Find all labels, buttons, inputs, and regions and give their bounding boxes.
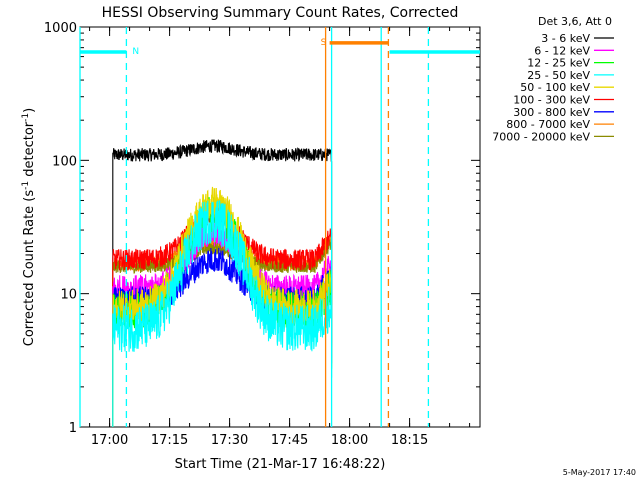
- legend-label: 800 - 7000 keV: [506, 118, 590, 131]
- chart-title: HESSI Observing Summary Count Rates, Cor…: [102, 5, 459, 21]
- x-tick-label: 17:45: [271, 433, 308, 448]
- legend-label: 6 - 12 keV: [534, 44, 590, 57]
- x-axis-label: Start Time (21-Mar-17 16:48:22): [175, 457, 386, 472]
- y-axis: 1 10 100 1000: [44, 21, 480, 436]
- legend-label: 12 - 25 keV: [527, 57, 590, 70]
- series-lines: [112, 139, 333, 427]
- y-axis-label: Corrected Count Rate (s-1 detector-1): [21, 108, 37, 346]
- y-tick-label: 1: [69, 421, 77, 436]
- series-line: [112, 139, 333, 427]
- x-axis: 17:00 17:15 17:30 17:45 18:00 18:15: [89, 27, 471, 448]
- y-tick-label: 100: [52, 154, 77, 169]
- x-tick-label: 17:00: [91, 433, 128, 448]
- legend-title: Det 3,6, Att 0: [538, 15, 612, 28]
- series-line: [112, 200, 333, 427]
- legend-label: 3 - 6 keV: [541, 32, 590, 45]
- series-line: [112, 238, 333, 427]
- flag-label: S: [321, 38, 327, 48]
- x-tick-label: 18:15: [391, 433, 428, 448]
- generated-date: 5-May-2017 17:40: [563, 468, 636, 477]
- legend-label: 100 - 300 keV: [513, 94, 590, 107]
- flag-lines: NS: [79, 27, 480, 427]
- x-tick-label: 17:15: [151, 433, 188, 448]
- plot-frame: [79, 26, 481, 428]
- legend-label: 300 - 800 keV: [513, 106, 590, 119]
- legend-label: 50 - 100 keV: [520, 81, 590, 94]
- legend-label: 25 - 50 keV: [527, 69, 590, 82]
- y-tick-label: 1000: [44, 21, 77, 36]
- legend-label: 7000 - 20000 keV: [492, 130, 590, 143]
- y-tick-label: 10: [60, 288, 77, 303]
- x-tick-label: 18:00: [331, 433, 368, 448]
- flag-label: N: [132, 47, 139, 57]
- x-tick-label: 17:30: [211, 433, 248, 448]
- plot-area: [79, 26, 481, 428]
